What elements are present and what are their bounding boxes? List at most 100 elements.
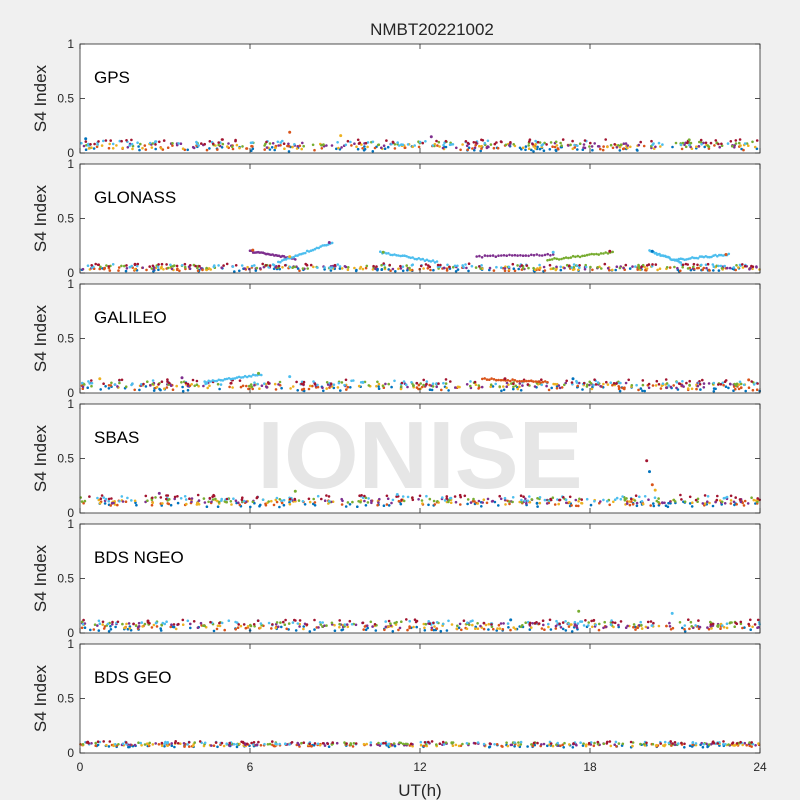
data-point — [641, 379, 645, 382]
data-point — [707, 268, 711, 272]
data-point — [169, 503, 173, 507]
data-point — [543, 498, 547, 502]
data-point — [97, 498, 101, 502]
data-point — [450, 623, 454, 626]
data-point — [397, 144, 401, 147]
data-point — [157, 263, 160, 266]
data-point — [318, 621, 322, 624]
data-point — [756, 500, 759, 504]
x-axis-label: UT(h) — [398, 781, 441, 800]
track-point — [237, 375, 241, 379]
data-point — [567, 622, 570, 626]
spike-point — [429, 135, 433, 139]
data-point — [551, 744, 555, 748]
data-point — [657, 497, 660, 500]
data-point — [99, 388, 102, 391]
data-point — [500, 140, 503, 144]
data-point — [362, 742, 366, 746]
data-point — [88, 382, 91, 385]
data-point — [202, 497, 206, 500]
data-point — [259, 622, 263, 625]
data-point — [241, 145, 244, 148]
track-point — [409, 256, 413, 260]
data-point — [562, 496, 565, 499]
data-point — [683, 143, 686, 147]
data-point — [519, 494, 523, 498]
data-point — [214, 741, 218, 744]
y-tick-label: 1 — [67, 517, 74, 531]
data-point — [391, 140, 395, 144]
track-point — [698, 255, 702, 258]
data-point — [567, 144, 570, 147]
data-point — [286, 743, 289, 746]
data-point — [179, 742, 182, 745]
data-point — [596, 740, 600, 744]
data-point — [456, 264, 459, 268]
data-point — [585, 497, 589, 501]
data-point — [280, 625, 283, 629]
data-point — [697, 145, 701, 148]
data-point — [190, 500, 193, 504]
data-point — [618, 266, 622, 270]
data-point — [718, 145, 721, 149]
data-point — [469, 380, 472, 383]
data-point — [536, 145, 539, 149]
data-point — [356, 147, 360, 151]
data-point — [549, 141, 553, 144]
data-point — [140, 621, 144, 624]
data-point — [300, 382, 303, 386]
data-point — [561, 743, 564, 747]
data-point — [154, 140, 157, 143]
data-point — [712, 381, 716, 385]
data-point — [624, 263, 628, 267]
data-point — [255, 266, 259, 270]
data-point — [181, 623, 185, 626]
data-point — [107, 497, 111, 501]
data-point — [622, 266, 625, 270]
data-point — [579, 741, 582, 744]
data-point — [235, 143, 239, 147]
data-point — [557, 147, 560, 151]
data-point — [107, 387, 111, 390]
data-point — [737, 383, 741, 386]
data-point — [208, 147, 211, 150]
data-point — [683, 628, 686, 631]
data-point — [720, 142, 723, 146]
data-point — [96, 496, 99, 500]
data-point — [393, 744, 397, 748]
data-point — [86, 264, 90, 268]
track-point — [540, 254, 544, 257]
data-point — [155, 625, 159, 628]
spike-point — [503, 377, 507, 381]
data-point — [664, 504, 668, 508]
data-point — [380, 263, 383, 267]
data-point — [578, 266, 581, 270]
data-point — [87, 147, 91, 150]
data-point — [111, 147, 115, 150]
data-point — [240, 740, 243, 744]
data-point — [514, 627, 517, 631]
data-point — [80, 381, 84, 385]
data-point — [665, 266, 669, 269]
data-point — [653, 496, 657, 500]
data-point — [732, 500, 736, 504]
data-point — [743, 626, 746, 629]
data-point — [287, 142, 290, 146]
data-point — [714, 139, 718, 142]
data-point — [643, 389, 646, 393]
data-point — [220, 146, 224, 149]
data-point — [512, 385, 515, 389]
data-point — [461, 143, 464, 146]
track-point — [510, 254, 514, 257]
data-point — [635, 383, 638, 387]
data-point — [632, 625, 635, 629]
data-point — [524, 145, 528, 148]
data-point — [154, 147, 157, 151]
track-point — [518, 379, 521, 383]
data-point — [230, 503, 233, 506]
data-point — [606, 499, 609, 503]
data-point — [609, 143, 613, 147]
data-point — [385, 139, 388, 142]
data-point — [399, 387, 403, 391]
track-point — [225, 377, 229, 381]
